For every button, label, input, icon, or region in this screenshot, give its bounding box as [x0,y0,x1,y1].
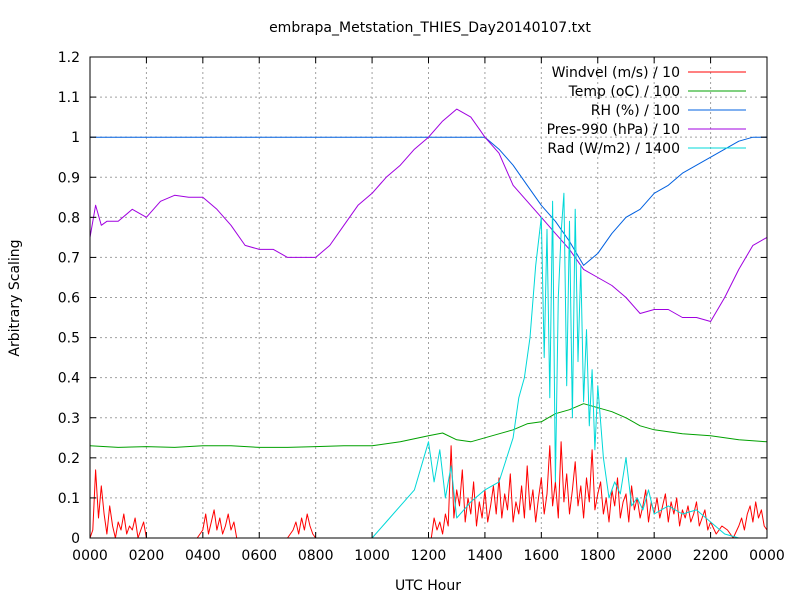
legend-label: Rad (W/m2) / 1400 [547,141,680,157]
x-tick-label: 0600 [241,548,277,564]
y-tick-label: 0.3 [58,411,80,427]
y-tick-label: 0.5 [58,331,80,347]
y-tick-label: 1.1 [58,90,80,106]
y-tick-label: 1.2 [58,50,80,66]
y-tick-label: 0.1 [58,491,80,507]
chart-title: embrapa_Metstation_THIES_Day20140107.txt [269,20,591,36]
x-tick-label: 1200 [411,548,447,564]
legend-label: Windvel (m/s) / 10 [552,65,680,81]
x-tick-label: 1800 [580,548,616,564]
x-tick-label: 2000 [636,548,672,564]
legend-label: Pres-990 (hPa) / 10 [547,122,680,138]
y-axis-title: Arbitrary Scaling [7,239,23,356]
legend-label: RH (%) / 100 [591,103,680,119]
y-tick-label: 0.8 [58,210,80,226]
x-tick-label: 1000 [354,548,390,564]
x-tick-label: 0000 [749,548,785,564]
legend: Windvel (m/s) / 10 Temp (oC) / 100 RH (%) … [547,65,746,157]
x-tick-label: 2200 [693,548,729,564]
y-tick-label: 0 [71,531,80,547]
x-tick-label: 0000 [72,548,108,564]
series-line-1 [89,441,768,539]
legend-label: Temp (oC) / 100 [568,84,680,100]
series-line-4 [89,108,768,322]
x-tick-label: 0800 [298,548,334,564]
series-line-3 [90,136,767,266]
ticks: 0000 0200 0400 0600 0800 1000 1200 1400 1600 1800… [58,50,785,564]
x-tick-label: 0400 [185,548,221,564]
series-line-5 [90,192,767,539]
x-tick-label: 0200 [129,548,165,564]
x-tick-label: 1400 [467,548,503,564]
y-tick-label: 0.7 [58,250,80,266]
y-tick-label: 0.4 [58,371,80,387]
series-layer [89,108,768,539]
y-tick-label: 0.6 [58,291,80,307]
y-tick-label: 0.9 [58,170,80,186]
x-axis-title: UTC Hour [395,578,461,594]
x-tick-label: 1600 [524,548,560,564]
y-tick-label: 1 [71,130,80,146]
y-tick-label: 0.2 [58,451,80,467]
series-line-2 [89,403,768,448]
